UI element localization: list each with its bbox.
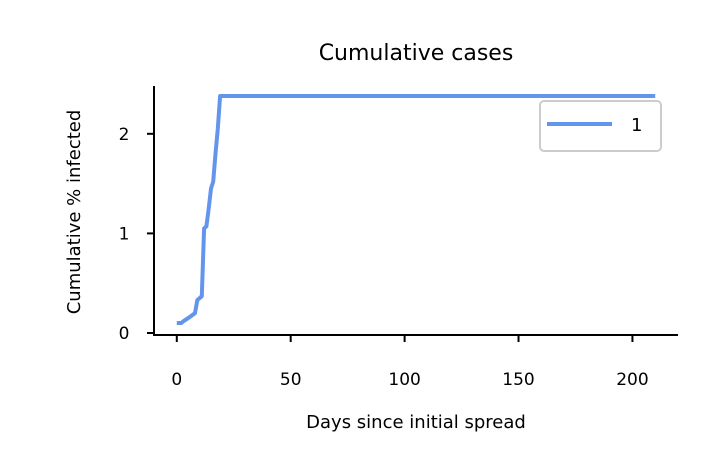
y-tick-label: 0 xyxy=(119,324,130,344)
series-line-1 xyxy=(176,94,656,325)
chart-title: Cumulative cases xyxy=(319,41,514,66)
legend: 1 xyxy=(539,100,662,152)
x-tick-label: 50 xyxy=(280,370,302,390)
series-layer xyxy=(176,94,656,325)
x-tick-label: 200 xyxy=(616,370,648,390)
legend-label: 1 xyxy=(631,115,642,136)
x-ticks: 0 50 100 150 200 xyxy=(171,335,649,390)
y-tick-label: 1 xyxy=(119,224,130,244)
y-tick-label: 2 xyxy=(119,125,130,145)
x-tick-label: 100 xyxy=(388,370,420,390)
x-tick-label: 0 xyxy=(171,370,182,390)
y-axis-label: Cumulative % infected xyxy=(64,110,85,315)
x-tick-label: 150 xyxy=(502,370,534,390)
y-ticks: 0 1 2 xyxy=(119,125,154,344)
x-axis-label: Days since initial spread xyxy=(306,412,526,433)
